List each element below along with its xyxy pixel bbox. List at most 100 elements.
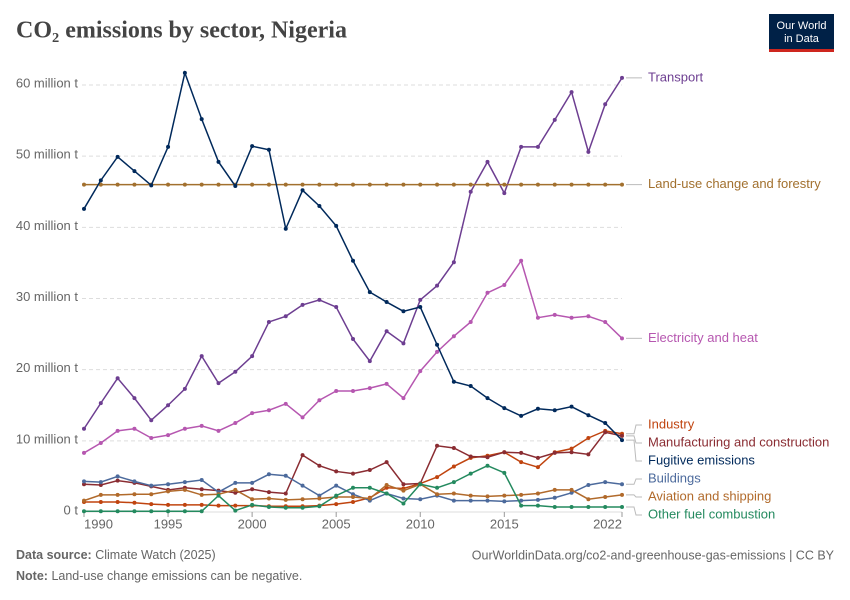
- legend-label: Fugitive emissions: [648, 452, 755, 467]
- data-point: [166, 502, 171, 507]
- data-point: [250, 480, 255, 485]
- data-point: [384, 460, 389, 465]
- data-point: [603, 495, 608, 500]
- data-point: [519, 460, 524, 465]
- data-point: [132, 182, 137, 187]
- data-point: [266, 472, 271, 477]
- data-point: [149, 492, 154, 497]
- y-tick-label: 20 million t: [16, 360, 79, 375]
- data-point: [435, 283, 440, 288]
- series-line: [83, 70, 623, 441]
- data-point: [266, 490, 271, 495]
- label-connector: [626, 494, 642, 498]
- data-point: [250, 502, 255, 507]
- data-point: [182, 480, 187, 485]
- data-point: [451, 480, 456, 485]
- data-point: [82, 450, 86, 455]
- data-point: [300, 415, 305, 420]
- data-point: [216, 381, 221, 386]
- y-tick-label: 50 million t: [16, 147, 79, 162]
- data-point: [115, 509, 120, 514]
- data-point: [502, 282, 507, 287]
- x-tick-label: 2015: [490, 516, 519, 531]
- data-point: [233, 508, 238, 513]
- legend-label: Aviation and shipping: [648, 488, 771, 503]
- data-point: [98, 480, 103, 485]
- data-point: [535, 144, 540, 149]
- data-point: [485, 494, 490, 499]
- data-point: [586, 413, 591, 418]
- data-point: [334, 469, 339, 474]
- data-point: [502, 191, 507, 196]
- data-point: [451, 182, 456, 187]
- data-point: [620, 75, 624, 80]
- data-point: [351, 471, 355, 476]
- data-point: [535, 491, 540, 496]
- data-point: [519, 450, 524, 455]
- data-point: [82, 482, 86, 487]
- data-point: [283, 473, 288, 478]
- data-point: [485, 396, 490, 401]
- data-point: [519, 492, 524, 497]
- data-point: [552, 450, 557, 455]
- data-point: [468, 454, 473, 459]
- data-point: [367, 182, 372, 187]
- data-point: [535, 406, 540, 411]
- data-point: [535, 497, 540, 502]
- data-point: [569, 505, 574, 510]
- data-point: [569, 315, 574, 320]
- data-point: [334, 483, 339, 488]
- data-point: [317, 203, 322, 208]
- data-point: [485, 463, 490, 468]
- data-point: [586, 482, 591, 487]
- data-point: [182, 502, 187, 507]
- logo: [769, 14, 834, 52]
- data-point: [283, 226, 288, 231]
- data-point: [586, 182, 591, 187]
- data-point: [384, 329, 389, 334]
- data-point: [149, 418, 154, 423]
- data-point: [586, 452, 591, 457]
- data-point: [435, 485, 440, 490]
- data-point: [569, 446, 574, 451]
- series-line: [83, 77, 623, 430]
- data-point: [586, 435, 591, 440]
- data-point: [300, 453, 305, 458]
- x-tick-label: 2010: [406, 516, 435, 531]
- data-point: [401, 501, 406, 506]
- data-point: [519, 413, 524, 418]
- data-point: [115, 474, 120, 479]
- data-point: [115, 492, 120, 497]
- legend-label: Land-use change and forestry: [648, 176, 821, 191]
- data-point: [552, 117, 557, 122]
- data-point: [334, 305, 339, 310]
- data-point: [603, 430, 608, 435]
- data-point: [82, 479, 86, 484]
- source-text: Climate Watch (2025): [95, 548, 215, 562]
- data-point: [535, 315, 540, 320]
- data-point: [300, 505, 305, 510]
- data-point: [435, 349, 440, 354]
- data-point: [82, 509, 86, 514]
- legend-label: Buildings: [648, 470, 701, 485]
- data-point: [552, 312, 557, 317]
- label-connector: [626, 439, 642, 462]
- data-point: [502, 182, 507, 187]
- data-point: [519, 182, 524, 187]
- data-point: [132, 479, 137, 484]
- data-point: [250, 182, 255, 187]
- legend-label: Industry: [648, 416, 695, 431]
- data-point: [82, 182, 86, 187]
- data-point: [569, 487, 574, 492]
- data-point: [519, 144, 524, 149]
- data-point: [317, 463, 322, 468]
- series-line: [83, 259, 623, 454]
- data-point: [620, 336, 624, 341]
- data-point: [233, 487, 238, 492]
- data-point: [620, 433, 624, 438]
- data-point: [115, 376, 120, 381]
- data-point: [283, 505, 288, 510]
- note-label: Note:: [16, 569, 48, 583]
